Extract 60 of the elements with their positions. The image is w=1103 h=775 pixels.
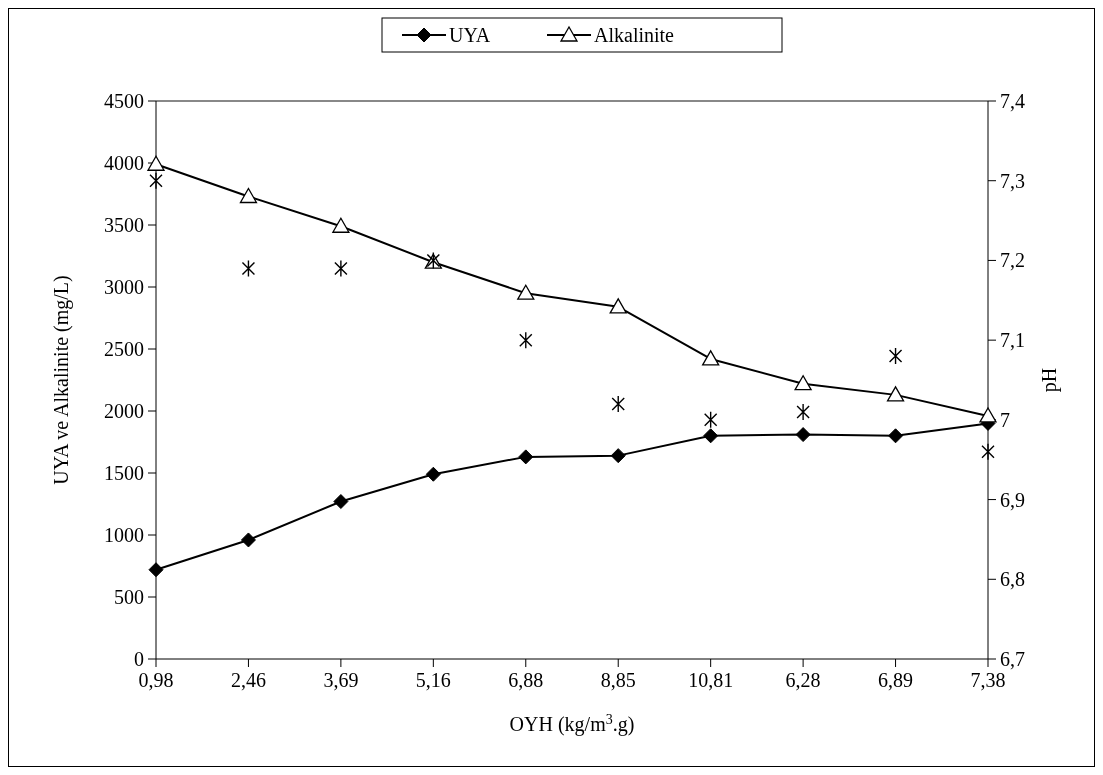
y-tick-label: 500 (114, 586, 144, 608)
x-tick-label: 3,69 (323, 669, 359, 691)
y-tick-label: 4000 (104, 152, 144, 174)
point (517, 284, 535, 300)
x-tick-label: 6,28 (785, 669, 821, 691)
point (702, 350, 720, 366)
point (794, 375, 812, 391)
x-tick-label: 5,16 (415, 669, 451, 691)
point (703, 411, 718, 429)
y-tick-label: 3000 (104, 276, 144, 298)
x-tick-label: 0,98 (138, 669, 174, 691)
x-tick-label: 2,46 (230, 669, 266, 691)
point (148, 562, 164, 578)
point (888, 428, 904, 444)
legend-label: UYA (449, 24, 491, 46)
x-tick-label: 7,38 (970, 669, 1006, 691)
point (610, 448, 626, 464)
point (888, 347, 903, 365)
y-axis-title: UYA ve Alkalinite (mg/L) (50, 275, 73, 485)
point (519, 331, 533, 349)
x-tick-label: 8,85 (600, 669, 636, 691)
point (518, 449, 534, 465)
y2-tick-label: 7,4 (1000, 90, 1025, 112)
y2-tick-label: 7,2 (1000, 249, 1025, 272)
y-tick-label: 2500 (104, 338, 144, 360)
y2-tick-label: 6,7 (1000, 648, 1025, 670)
point (334, 259, 348, 278)
point (425, 466, 441, 482)
x-tick-label: 10,81 (688, 669, 734, 691)
y2-tick-label: 6,9 (1000, 488, 1025, 511)
y-tick-label: 4500 (104, 90, 144, 112)
point (149, 172, 163, 190)
legend-label: Alkalinite (594, 24, 675, 46)
y-tick-label: 1000 (104, 524, 144, 546)
point (886, 386, 905, 402)
y2-tick-label: 7,1 (1000, 329, 1025, 352)
point (332, 217, 350, 233)
point (703, 428, 719, 444)
point (609, 298, 627, 314)
point (241, 259, 256, 278)
y2-tick-label: 7,3 (1000, 169, 1025, 192)
point (796, 403, 810, 421)
y-tick-label: 2000 (104, 400, 144, 422)
y-tick-label: 0 (134, 648, 144, 670)
y2-tick-label: 6,8 (1000, 568, 1025, 591)
point (147, 155, 165, 171)
point (981, 443, 995, 461)
point (979, 407, 997, 423)
x-tick-label: 6,88 (508, 669, 544, 691)
point (240, 532, 256, 548)
point (795, 427, 811, 443)
y2-axis-title: pH (1038, 367, 1061, 393)
y-tick-label: 3500 (104, 214, 144, 236)
y-tick-label: 1500 (104, 462, 144, 484)
x-tick-label: 6,89 (878, 669, 914, 691)
y2-tick-label: 7 (1000, 408, 1010, 431)
point (611, 395, 625, 413)
x-axis-title: OYH (kg/m$^{3}$.g) (509, 711, 635, 736)
point (239, 187, 258, 204)
point (333, 494, 349, 510)
